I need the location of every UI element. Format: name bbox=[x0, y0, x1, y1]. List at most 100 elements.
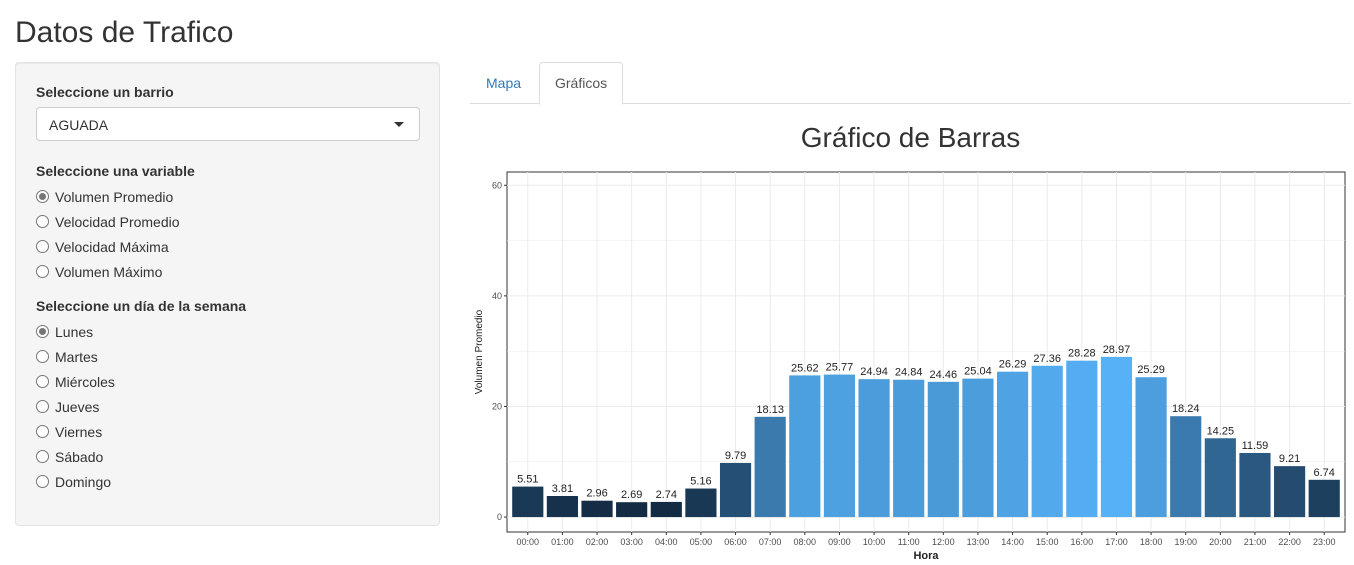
x-tick-label: 14:00 bbox=[1001, 537, 1024, 547]
dia-option-label: Sábado bbox=[55, 448, 104, 465]
x-tick-label: 02:00 bbox=[586, 537, 609, 547]
x-tick-label: 21:00 bbox=[1244, 537, 1267, 547]
radio-icon[interactable] bbox=[36, 215, 49, 228]
variable-option-volumen-maximo[interactable]: Volumen Máximo bbox=[36, 259, 180, 284]
bar bbox=[754, 416, 786, 518]
x-tick-label: 19:00 bbox=[1174, 537, 1197, 547]
dia-option-miercoles[interactable]: Miércoles bbox=[36, 369, 115, 394]
radio-icon[interactable] bbox=[36, 325, 49, 338]
bar-data-label: 24.46 bbox=[930, 369, 958, 381]
bar bbox=[1031, 365, 1063, 518]
dia-option-domingo[interactable]: Domingo bbox=[36, 469, 115, 494]
dia-option-martes[interactable]: Martes bbox=[36, 344, 115, 369]
bar-data-label: 5.16 bbox=[690, 476, 711, 488]
x-tick-label: 04:00 bbox=[655, 537, 678, 547]
bar-data-label: 2.74 bbox=[656, 489, 677, 501]
chart-title: Gráfico de Barras bbox=[800, 122, 1021, 153]
x-tick-label: 13:00 bbox=[967, 537, 990, 547]
y-tick-label: 60 bbox=[492, 180, 502, 190]
tab-mapa[interactable]: Mapa bbox=[486, 75, 522, 91]
x-tick-label: 16:00 bbox=[1071, 537, 1094, 547]
variable-option-velocidad-promedio[interactable]: Velocidad Promedio bbox=[36, 209, 180, 234]
dia-label: Seleccione un día de la semana bbox=[36, 298, 247, 314]
bar-data-label: 25.29 bbox=[1137, 364, 1165, 376]
radio-icon[interactable] bbox=[36, 475, 49, 488]
variable-label: Seleccione una variable bbox=[36, 163, 195, 179]
bar-data-label: 9.79 bbox=[725, 450, 746, 462]
bar bbox=[858, 379, 890, 518]
bar bbox=[893, 379, 925, 518]
bar-chart: 5.51 3.81 2.96 2.69 2.74 5.16 9.79 18.13 25.62 25… bbox=[474, 171, 1346, 562]
x-tick-label: 15:00 bbox=[1036, 537, 1059, 547]
variable-option-velocidad-maxima[interactable]: Velocidad Máxima bbox=[36, 234, 180, 259]
barrio-select-value: AGUADA bbox=[49, 117, 109, 133]
bar-data-label: 18.24 bbox=[1172, 403, 1200, 415]
radio-icon[interactable] bbox=[36, 375, 49, 388]
dia-option-label: Lunes bbox=[55, 323, 94, 340]
bar bbox=[1135, 377, 1167, 518]
x-tick-label: 20:00 bbox=[1209, 537, 1232, 547]
bar-data-label: 28.28 bbox=[1068, 348, 1096, 360]
variable-option-label: Volumen Máximo bbox=[55, 263, 163, 280]
dia-radio-group: Lunes Martes Miércoles Jueves Viernes Sá… bbox=[36, 319, 115, 494]
dia-option-label: Domingo bbox=[55, 473, 112, 490]
x-tick-label: 23:00 bbox=[1313, 537, 1336, 547]
bar bbox=[823, 374, 856, 518]
bar-data-label: 27.36 bbox=[1033, 353, 1061, 365]
radio-icon[interactable] bbox=[36, 240, 49, 253]
x-tick-label: 10:00 bbox=[863, 537, 886, 547]
bar-data-label: 14.25 bbox=[1207, 425, 1235, 437]
barrio-select[interactable]: AGUADA bbox=[36, 107, 420, 141]
y-tick-label: 0 bbox=[497, 512, 502, 522]
x-tick-label: 17:00 bbox=[1105, 537, 1128, 547]
x-tick-label: 07:00 bbox=[759, 537, 782, 547]
bar bbox=[581, 500, 613, 518]
radio-icon[interactable] bbox=[36, 450, 49, 463]
dia-option-lunes[interactable]: Lunes bbox=[36, 319, 115, 344]
bar bbox=[1274, 466, 1306, 518]
bar-data-label: 28.97 bbox=[1103, 344, 1131, 356]
bar-data-label: 25.04 bbox=[964, 366, 992, 378]
bar-data-label: 18.13 bbox=[756, 404, 784, 416]
bar-data-label: 3.81 bbox=[552, 483, 573, 495]
x-tick-label: 05:00 bbox=[690, 537, 713, 547]
x-tick-label: 01:00 bbox=[551, 537, 574, 547]
bar-data-label: 24.94 bbox=[860, 366, 888, 378]
radio-icon[interactable] bbox=[36, 425, 49, 438]
radio-icon[interactable] bbox=[36, 350, 49, 363]
variable-radio-group: Volumen Promedio Velocidad Promedio Velo… bbox=[36, 184, 180, 284]
bar-data-label: 2.69 bbox=[621, 489, 642, 501]
x-tick-label: 06:00 bbox=[724, 537, 747, 547]
y-axis-label: Volumen Promedio bbox=[474, 309, 485, 394]
variable-option-label: Volumen Promedio bbox=[55, 188, 174, 205]
bar bbox=[1239, 452, 1271, 518]
bar bbox=[1308, 479, 1340, 518]
tab-graficos[interactable]: Gráficos bbox=[539, 62, 624, 105]
bar bbox=[650, 501, 682, 518]
dia-option-viernes[interactable]: Viernes bbox=[36, 419, 115, 444]
radio-icon[interactable] bbox=[36, 190, 49, 203]
variable-option-volumen-promedio[interactable]: Volumen Promedio bbox=[36, 184, 180, 209]
bar bbox=[1204, 438, 1236, 518]
radio-icon[interactable] bbox=[36, 265, 49, 278]
bar-data-label: 11.59 bbox=[1242, 440, 1269, 452]
bar bbox=[719, 462, 752, 518]
bar-data-label: 24.84 bbox=[895, 367, 923, 379]
bar bbox=[996, 371, 1029, 518]
radio-icon[interactable] bbox=[36, 400, 49, 413]
x-tick-label: 08:00 bbox=[794, 537, 817, 547]
y-tick-label: 40 bbox=[492, 291, 502, 301]
x-tick-label: 18:00 bbox=[1140, 537, 1163, 547]
chevron-down-icon bbox=[394, 122, 404, 127]
app-title: Datos de Trafico bbox=[15, 16, 234, 49]
x-tick-label: 12:00 bbox=[932, 537, 955, 547]
x-tick-label: 03:00 bbox=[620, 537, 643, 547]
variable-option-label: Velocidad Promedio bbox=[55, 213, 180, 230]
dia-option-sabado[interactable]: Sábado bbox=[36, 444, 115, 469]
sidebar-panel: Seleccione un barrio AGUADA Seleccione u… bbox=[15, 62, 440, 526]
x-tick-label: 22:00 bbox=[1278, 537, 1301, 547]
dia-option-jueves[interactable]: Jueves bbox=[36, 394, 115, 419]
bar bbox=[789, 375, 821, 518]
bar-data-label: 25.77 bbox=[826, 362, 854, 374]
bar bbox=[616, 502, 648, 518]
